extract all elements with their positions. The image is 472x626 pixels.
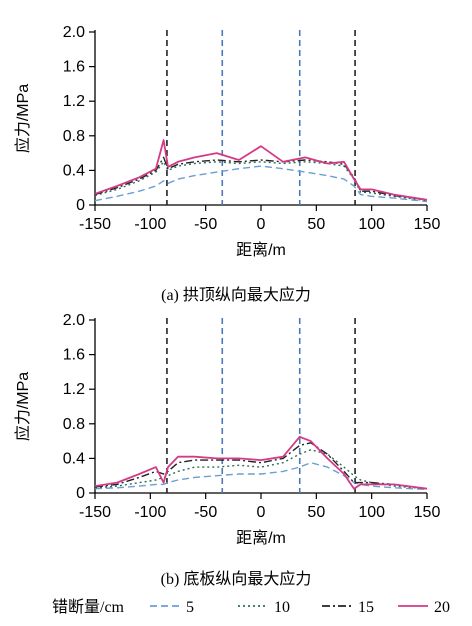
x-tick-label: 0 <box>257 504 266 521</box>
y-tick-label: 1.2 <box>63 381 85 398</box>
series-line-20 <box>94 435 428 490</box>
y-tick-label: 2.0 <box>63 24 85 41</box>
series-line-20 <box>94 139 428 201</box>
x-tick-label: 0 <box>257 216 266 233</box>
x-axis-title: 距离/m <box>236 529 286 547</box>
series-line-5 <box>94 462 428 491</box>
y-axis-title: 应力/MPa <box>13 372 32 441</box>
x-tick-label: -50 <box>194 216 217 233</box>
x-tick-label: 100 <box>358 216 385 233</box>
legend-label-5: 5 <box>186 599 194 616</box>
x-tick-label: -150 <box>79 504 111 521</box>
legend-title: 错断量/cm <box>52 598 125 616</box>
y-tick-label: 0 <box>76 197 85 214</box>
x-tick-label: 100 <box>358 504 385 521</box>
legend: 错断量/cm 5 10 15 20 <box>52 598 450 616</box>
y-tick-label: 0.8 <box>63 128 85 145</box>
y-axis-title: 应力/MPa <box>13 84 32 153</box>
y-tick-label: 1.6 <box>63 59 85 76</box>
x-tick-label: 150 <box>414 504 441 521</box>
legend-label-15: 15 <box>358 599 374 616</box>
y-tick-label: 1.6 <box>63 347 85 364</box>
series-line-10 <box>94 161 428 202</box>
panel-a-caption: (a) 拱顶纵向最大应力 <box>161 285 311 304</box>
y-tick-label: 0.4 <box>63 162 85 179</box>
y-tick-label: 1.2 <box>63 93 85 110</box>
x-axis-title: 距离/m <box>236 241 286 259</box>
panel-b-caption: (b) 底板纵向最大应力 <box>161 569 312 588</box>
panel-b-chart: 0 0.4 0.8 1.2 1.6 2.0 -150 -100 -50 0 50 100 150 距离/m… <box>13 312 440 547</box>
y-tick-label: 0.8 <box>63 416 85 433</box>
legend-label-10: 10 <box>274 599 290 616</box>
x-tick-label: -50 <box>194 504 217 521</box>
y-tick-label: 2.0 <box>63 312 85 329</box>
series-line-15 <box>94 156 428 201</box>
x-tick-label: -150 <box>79 216 111 233</box>
x-tick-label: 50 <box>307 504 325 521</box>
x-tick-label: 150 <box>414 216 441 233</box>
panel-a-chart: 0 0.4 0.8 1.2 1.6 2.0 -150 -100 -50 0 50 100 150 距离/m… <box>13 24 440 259</box>
x-tick-label: -100 <box>134 504 166 521</box>
y-tick-label: 0 <box>76 485 85 502</box>
legend-label-20: 20 <box>434 599 450 616</box>
x-tick-label: -100 <box>134 216 166 233</box>
series-line-5 <box>94 165 428 203</box>
x-tick-label: 50 <box>307 216 325 233</box>
y-tick-label: 0.4 <box>63 450 85 467</box>
